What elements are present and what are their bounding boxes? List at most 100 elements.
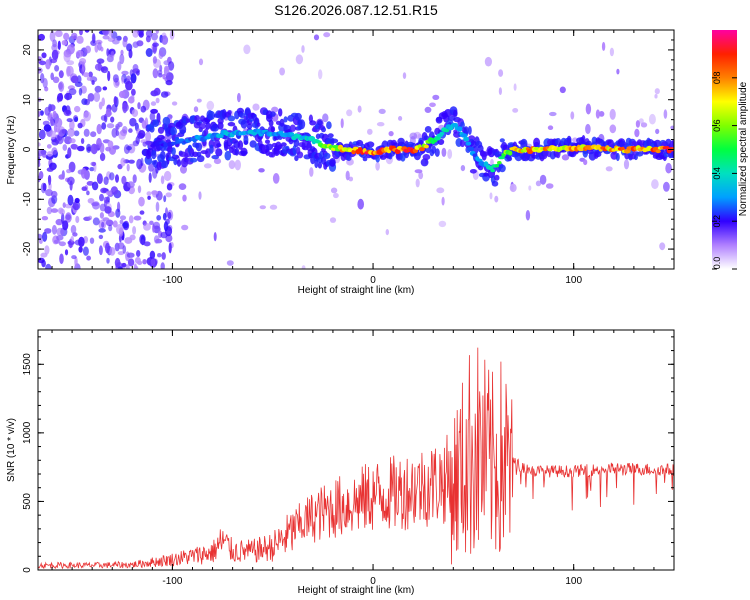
ridge-core <box>463 136 469 142</box>
noise-blob <box>136 250 141 257</box>
ridge-core <box>494 164 500 168</box>
noise-blob <box>237 92 241 103</box>
noise-blob <box>226 260 234 266</box>
noise-blob <box>67 176 75 186</box>
noise-blob <box>494 195 499 203</box>
noise-blob <box>98 228 106 233</box>
ridge-core <box>448 126 454 131</box>
noise-blob <box>259 205 266 210</box>
noise-blob <box>130 73 137 84</box>
noise-blob <box>272 173 280 184</box>
noise-blob <box>145 30 153 38</box>
noise-blob <box>42 153 47 158</box>
noise-blob <box>329 217 337 223</box>
noise-blob <box>44 106 51 116</box>
noise-blob <box>73 130 80 137</box>
noise-blob <box>89 167 95 172</box>
ridge-halo <box>293 138 300 148</box>
noise-blob <box>89 237 95 244</box>
spectrogram-ytick-label: 0 <box>22 146 33 152</box>
noise-blob <box>57 40 61 50</box>
noise-blob <box>55 127 61 133</box>
noise-blob <box>616 68 620 75</box>
noise-blob <box>155 97 160 104</box>
noise-blob <box>70 224 77 234</box>
noise-blob <box>484 56 492 67</box>
noise-blob <box>152 56 157 64</box>
noise-blob <box>127 258 135 267</box>
noise-blob <box>57 93 64 102</box>
noise-blob <box>535 180 542 187</box>
noise-blob <box>80 167 87 179</box>
noise-blob <box>525 210 531 221</box>
noise-blob <box>58 82 63 90</box>
noise-blob <box>67 147 72 159</box>
ridge-halo <box>653 139 662 148</box>
ridge-halo <box>240 147 248 157</box>
noise-blob <box>460 165 466 172</box>
ridge-halo <box>317 162 322 169</box>
noise-blob <box>112 220 118 228</box>
ridge-halo <box>194 115 201 122</box>
noise-blob <box>166 183 173 191</box>
ridge-halo <box>205 148 211 159</box>
noise-blob <box>91 181 99 191</box>
ridge-halo <box>162 116 171 126</box>
noise-blob <box>46 144 52 149</box>
noise-blob <box>348 176 354 182</box>
ridge-halo <box>215 148 223 157</box>
noise-blob <box>105 242 110 254</box>
noise-blob <box>418 171 424 180</box>
ridge-core <box>452 122 459 128</box>
noise-blob <box>84 30 90 33</box>
ridge-halo <box>296 151 304 159</box>
noise-blob <box>609 47 615 57</box>
noise-blob <box>70 75 79 84</box>
noise-blob <box>409 132 418 140</box>
noise-blob <box>415 178 420 188</box>
noise-blob <box>118 90 126 99</box>
ridge-halo <box>298 119 306 130</box>
noise-blob <box>136 158 143 170</box>
noise-blob <box>160 91 169 98</box>
noise-blob <box>83 128 90 137</box>
noise-blob <box>61 129 67 135</box>
noise-blob <box>41 52 47 59</box>
noise-blob <box>101 97 105 107</box>
noise-blob <box>77 145 85 152</box>
ridge-halo <box>189 148 194 154</box>
ridge-halo <box>171 154 180 160</box>
noise-blob <box>146 191 152 197</box>
noise-blob <box>41 216 49 221</box>
noise-blob <box>66 169 72 174</box>
noise-blob <box>570 111 575 120</box>
ridge-halo <box>499 138 505 143</box>
snr-series-line <box>38 347 674 570</box>
noise-blob <box>66 118 73 123</box>
ridge-core <box>456 126 463 132</box>
noise-blob <box>345 170 350 181</box>
noise-blob <box>623 159 630 170</box>
noise-blob <box>152 42 159 47</box>
noise-blob <box>70 143 78 150</box>
ridge-halo <box>199 123 206 130</box>
ridge-halo <box>356 139 364 147</box>
colorbar: 0.0 0.2 0.4 0.6 0.8 Normalized spectral ampl… <box>712 30 749 270</box>
spectrogram-xtick-label: 0 <box>370 275 376 286</box>
noise-blob <box>513 83 517 91</box>
ridge-halo <box>270 111 276 117</box>
noise-blob <box>136 70 140 76</box>
noise-blob <box>93 91 101 103</box>
noise-blob <box>50 72 54 81</box>
noise-blob <box>75 50 84 58</box>
noise-blob <box>160 262 165 269</box>
noise-blob <box>66 66 71 77</box>
ridge-halo <box>239 112 246 119</box>
noise-blob <box>74 117 79 122</box>
noise-blob <box>66 60 75 66</box>
spectrogram-xtick-label: 100 <box>565 275 582 286</box>
noise-blob <box>133 263 138 269</box>
ridge-halo <box>280 142 287 147</box>
noise-blob <box>128 215 134 224</box>
